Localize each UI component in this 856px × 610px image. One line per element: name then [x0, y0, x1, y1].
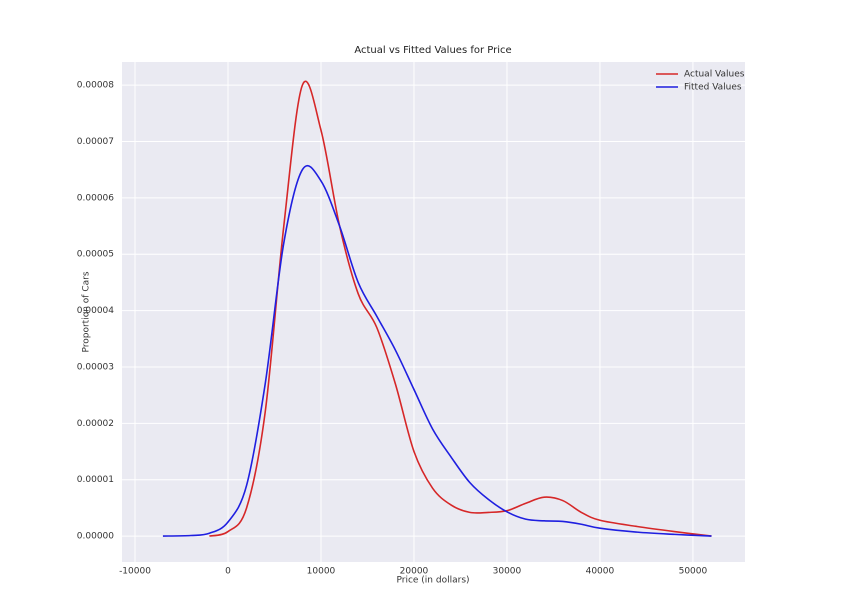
legend-label: Fitted Values: [684, 83, 742, 93]
x-tick-label: 50000: [679, 567, 708, 577]
x-tick-label: -10000: [119, 567, 151, 577]
y-tick-label: 0.00008: [77, 81, 114, 91]
y-tick-label: 0.00000: [77, 532, 114, 542]
y-tick-label: 0.00004: [77, 306, 114, 316]
x-tick-label: 0: [225, 567, 231, 577]
y-axis-label: Proportion of Cars: [82, 271, 92, 352]
x-tick-label: 30000: [493, 567, 522, 577]
y-tick-label: 0.00002: [77, 419, 114, 429]
x-axis-label: Price (in dollars): [396, 576, 469, 586]
plot-area: [122, 62, 745, 562]
y-tick-label: 0.00005: [77, 250, 114, 260]
x-tick-label: 10000: [307, 567, 336, 577]
y-tick-label: 0.00003: [77, 362, 114, 372]
legend-label: Actual Values: [684, 70, 745, 80]
y-tick-label: 0.00001: [77, 475, 114, 485]
x-tick-label: 20000: [400, 567, 429, 577]
line-series: [162, 164, 712, 537]
grid: [122, 62, 745, 562]
x-tick-label: 40000: [586, 567, 615, 577]
y-tick-label: 0.00007: [77, 137, 114, 147]
y-tick-label: 0.00006: [77, 193, 114, 203]
chart-title: Actual vs Fitted Values for Price: [354, 45, 511, 56]
